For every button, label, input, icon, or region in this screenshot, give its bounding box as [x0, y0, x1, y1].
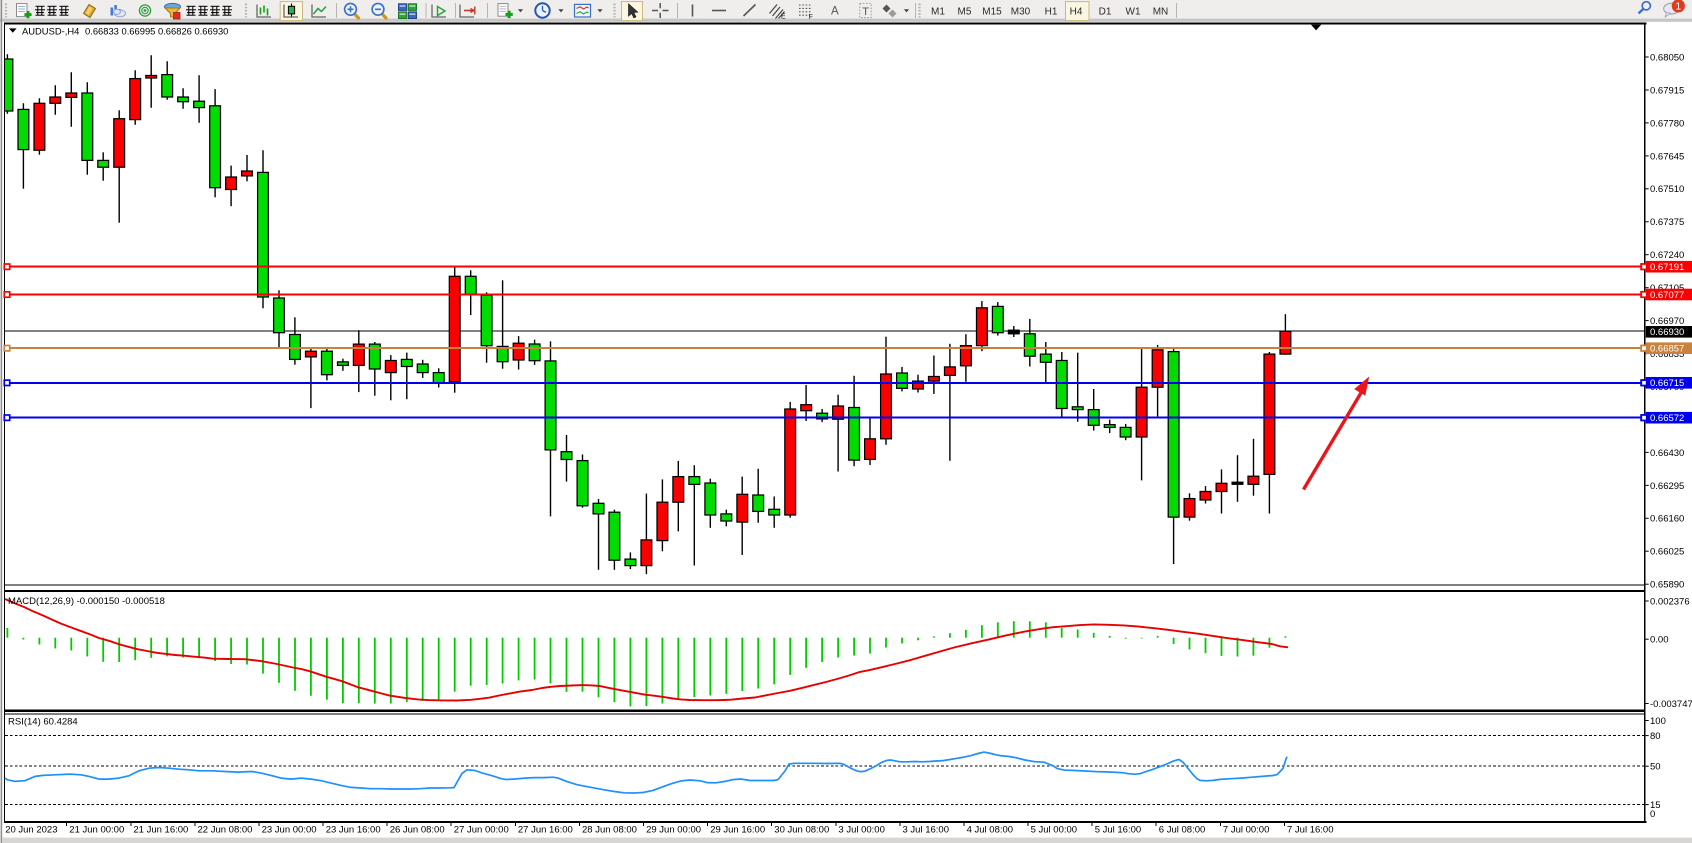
svg-text:H1: H1: [1045, 6, 1058, 17]
svg-text:0.66025: 0.66025: [1650, 547, 1684, 558]
svg-text:7 Jul 16:00: 7 Jul 16:00: [1287, 824, 1333, 835]
svg-text:0.67240: 0.67240: [1650, 250, 1684, 261]
svg-text:29 Jun 00:00: 29 Jun 00:00: [646, 824, 701, 835]
svg-text:6 Jul 08:00: 6 Jul 08:00: [1159, 824, 1205, 835]
svg-text:T: T: [862, 6, 869, 18]
svg-text:29 Jun 16:00: 29 Jun 16:00: [710, 824, 765, 835]
svg-text:50: 50: [1650, 762, 1661, 773]
svg-text:28 Jun 08:00: 28 Jun 08:00: [582, 824, 637, 835]
svg-text:7 Jul 00:00: 7 Jul 00:00: [1223, 824, 1269, 835]
svg-text:0.67915: 0.67915: [1650, 85, 1684, 96]
svg-text:5 Jul 16:00: 5 Jul 16:00: [1095, 824, 1141, 835]
svg-text:0.67191: 0.67191: [1650, 262, 1684, 273]
svg-text:0.66572: 0.66572: [1650, 413, 1684, 424]
svg-text:D1: D1: [1099, 6, 1112, 17]
svg-text:27 Jun 00:00: 27 Jun 00:00: [454, 824, 509, 835]
svg-text:0.67645: 0.67645: [1650, 151, 1684, 162]
svg-text:0.66857: 0.66857: [1650, 344, 1684, 355]
svg-text:H4: H4: [1070, 6, 1083, 17]
svg-text:MN: MN: [1153, 6, 1169, 17]
svg-text:W1: W1: [1126, 6, 1141, 17]
svg-text:3 Jul 16:00: 3 Jul 16:00: [903, 824, 949, 835]
svg-text:1: 1: [1675, 1, 1681, 13]
svg-text:0: 0: [1650, 809, 1655, 820]
svg-text:0.66835: 0.66835: [1650, 349, 1684, 360]
svg-text:RSI(14) 60.4284: RSI(14) 60.4284: [8, 716, 78, 727]
svg-text:26 Jun 08:00: 26 Jun 08:00: [390, 824, 445, 835]
svg-text:30 Jun 08:00: 30 Jun 08:00: [774, 824, 829, 835]
svg-text:0.68050: 0.68050: [1650, 52, 1684, 63]
svg-text:-0.003747: -0.003747: [1650, 699, 1692, 710]
svg-text:23 Jun 16:00: 23 Jun 16:00: [326, 824, 381, 835]
svg-text:0.67510: 0.67510: [1650, 184, 1684, 195]
svg-text:F: F: [809, 14, 813, 21]
svg-text:E: E: [781, 14, 786, 21]
svg-text:27 Jun 16:00: 27 Jun 16:00: [518, 824, 573, 835]
svg-text:0.66430: 0.66430: [1650, 448, 1684, 459]
svg-text:22 Jun 08:00: 22 Jun 08:00: [198, 824, 253, 835]
svg-text:M30: M30: [1011, 6, 1031, 17]
svg-text:0.67105: 0.67105: [1650, 283, 1684, 294]
svg-text:M5: M5: [958, 6, 972, 17]
svg-text:5 Jul 00:00: 5 Jul 00:00: [1031, 824, 1077, 835]
svg-text:0.66833 0.66995 0.66826 0.6693: 0.66833 0.66995 0.66826 0.66930: [85, 25, 228, 36]
svg-text:0.00: 0.00: [1650, 635, 1669, 646]
svg-text:21 Jun 00:00: 21 Jun 00:00: [69, 824, 124, 835]
svg-text:0.65890: 0.65890: [1650, 580, 1684, 591]
svg-text:M1: M1: [931, 6, 945, 17]
svg-text:15: 15: [1650, 800, 1661, 811]
svg-text:A: A: [831, 6, 839, 18]
svg-text:M15: M15: [982, 6, 1002, 17]
svg-text:0.66295: 0.66295: [1650, 481, 1684, 492]
svg-text:0.66160: 0.66160: [1650, 514, 1684, 525]
svg-text:0.66715: 0.66715: [1650, 378, 1684, 389]
svg-text:20 Jun 2023: 20 Jun 2023: [5, 824, 57, 835]
svg-text:0.002376: 0.002376: [1650, 596, 1690, 607]
svg-text:MACD(12,26,9) -0.000150 -0.000: MACD(12,26,9) -0.000150 -0.000518: [8, 596, 165, 607]
svg-text:0.67375: 0.67375: [1650, 217, 1684, 228]
svg-text:0.67077: 0.67077: [1650, 290, 1684, 301]
svg-text:21 Jun 16:00: 21 Jun 16:00: [133, 824, 188, 835]
svg-text:80: 80: [1650, 731, 1661, 742]
svg-text:0.67780: 0.67780: [1650, 118, 1684, 129]
svg-text:100: 100: [1650, 716, 1666, 727]
svg-text:4 Jul 08:00: 4 Jul 08:00: [967, 824, 1013, 835]
svg-text:3 Jul 00:00: 3 Jul 00:00: [838, 824, 884, 835]
svg-text:AUDUSD-,H4: AUDUSD-,H4: [22, 25, 79, 36]
svg-text:23 Jun 00:00: 23 Jun 00:00: [262, 824, 317, 835]
svg-text:0.66930: 0.66930: [1650, 327, 1684, 338]
svg-text:0.66970: 0.66970: [1650, 316, 1684, 327]
